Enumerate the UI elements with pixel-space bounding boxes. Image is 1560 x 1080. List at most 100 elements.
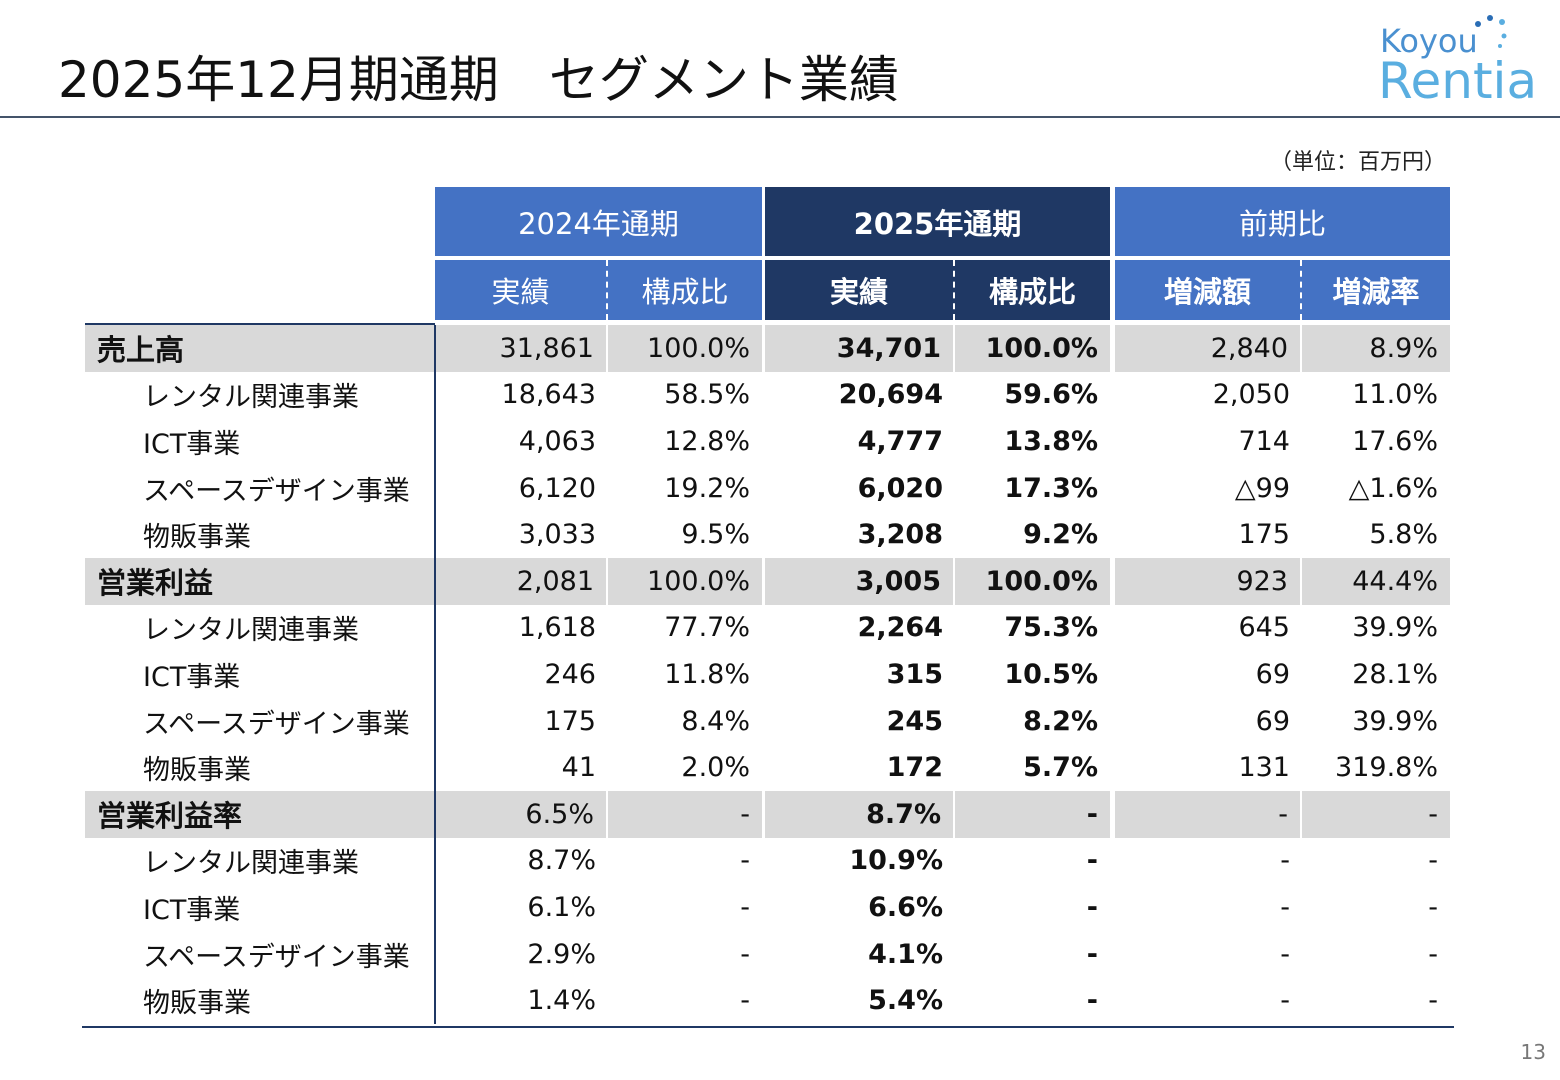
cell-value: 172 [886, 752, 943, 784]
row-label: 売上高 [97, 333, 185, 368]
cell-value: - [740, 891, 750, 923]
cell-value: 28.1% [1352, 658, 1438, 690]
cell-value: 2,050 [1212, 379, 1290, 411]
row-label: レンタル関連事業 [143, 382, 359, 414]
cell-value: 1.4% [527, 985, 596, 1017]
row-bg [1115, 325, 1450, 372]
cell-value: 11.8% [664, 658, 750, 690]
row-label: ICT事業 [143, 428, 241, 460]
row-label: 営業利益率 [97, 799, 243, 834]
cell-value: - [1086, 845, 1098, 877]
cell-value: 6.1% [527, 891, 596, 923]
cell-value: 246 [544, 658, 596, 690]
cell-value: 2.9% [527, 938, 596, 970]
group-header: 2025年通期 [765, 187, 1110, 256]
cell-value: 20,694 [838, 379, 943, 411]
cell-value: 4,777 [857, 425, 943, 457]
cell-value: - [1086, 891, 1098, 923]
logo-top: Koyou [1380, 22, 1478, 60]
cell-value: 44.4% [1352, 565, 1438, 597]
cell-value: 6.6% [868, 891, 943, 923]
cell-value: 31,861 [435, 325, 608, 372]
cell-value: 2,264 [857, 612, 943, 644]
cell-value: - [1428, 845, 1438, 877]
page-number: 13 [1520, 1040, 1546, 1064]
cell-value: - [1086, 938, 1098, 970]
cell-value: 41 [561, 752, 596, 784]
cell-value: - [740, 798, 750, 830]
title-rule [0, 116, 1560, 118]
label-divider [434, 325, 436, 1024]
cell-value: 319.8% [1335, 752, 1438, 784]
cell-value: 3,208 [857, 519, 943, 551]
row-bg [1115, 791, 1450, 838]
group-header: 前期比 [1115, 187, 1450, 256]
cell-value: 19.2% [664, 472, 750, 504]
cell-value: - [1280, 891, 1290, 923]
row-label: スペースデザイン事業 [143, 475, 410, 507]
row-bg [85, 791, 435, 838]
sub-header: 増減額 [1115, 260, 1302, 320]
top-rule [85, 323, 435, 325]
cell-value: - [1280, 985, 1290, 1017]
cell-value: 3,005 [765, 558, 955, 605]
cell-value: - [1428, 985, 1438, 1017]
cell-value: - [1428, 798, 1438, 830]
sub-header: 構成比 [608, 260, 762, 320]
cell-value: 5.7% [1023, 752, 1098, 784]
cell-value: 2,840 [1115, 325, 1302, 372]
row-label: ICT事業 [143, 894, 241, 926]
cell-value: 8.7% [527, 845, 596, 877]
cell-value: 77.7% [664, 612, 750, 644]
row-label: 営業利益 [97, 566, 214, 601]
group-header: 2024年通期 [435, 187, 762, 256]
cell-value: 6,020 [857, 472, 943, 504]
row-bg [85, 325, 435, 372]
cell-value: 10.9% [849, 845, 943, 877]
cell-value: 6.5% [435, 791, 608, 838]
cell-value: 17.3% [1004, 472, 1098, 504]
cell-value: 59.6% [1004, 379, 1098, 411]
cell-value: 11.0% [1352, 379, 1438, 411]
cell-value: 12.8% [664, 425, 750, 457]
cell-value: 100.0% [647, 565, 750, 597]
cell-value: 5.4% [868, 985, 943, 1017]
row-label: 物販事業 [143, 522, 251, 554]
cell-value: 39.9% [1352, 612, 1438, 644]
cell-value: - [740, 938, 750, 970]
sub-header: 増減率 [1302, 260, 1450, 320]
cell-value: 175 [544, 705, 596, 737]
cell-value: 645 [1238, 612, 1290, 644]
cell-value: - [1115, 791, 1302, 838]
cell-value: - [740, 845, 750, 877]
logo-dots [1475, 15, 1507, 48]
cell-value: 9.2% [1023, 519, 1098, 551]
sub-header: 実績 [765, 260, 955, 320]
row-bg [765, 558, 1110, 605]
cell-value: 17.6% [1352, 425, 1438, 457]
cell-value: 58.5% [664, 379, 750, 411]
cell-value: 69 [1255, 658, 1290, 690]
cell-value: 315 [886, 658, 943, 690]
cell-value: 8.4% [681, 705, 750, 737]
cell-value: - [1086, 985, 1098, 1017]
row-label: 物販事業 [143, 755, 251, 787]
cell-value: 4,063 [518, 425, 596, 457]
row-label: レンタル関連事業 [143, 848, 359, 880]
unit-note: （単位：百万円） [1270, 150, 1447, 175]
cell-value: 18,643 [501, 379, 596, 411]
cell-value: 1,618 [518, 612, 596, 644]
row-bg [435, 791, 762, 838]
cell-value: 100.0% [985, 332, 1098, 364]
row-bg [435, 325, 762, 372]
cell-value: 714 [1238, 425, 1290, 457]
row-bg [85, 558, 435, 605]
row-label: ICT事業 [143, 661, 241, 693]
cell-value: - [1428, 938, 1438, 970]
row-bg [765, 325, 1110, 372]
cell-value: 8.2% [1023, 705, 1098, 737]
cell-value: 13.8% [1004, 425, 1098, 457]
cell-value: 175 [1238, 519, 1290, 551]
cell-value: 4.1% [868, 938, 943, 970]
cell-value: △99 [1234, 472, 1290, 504]
